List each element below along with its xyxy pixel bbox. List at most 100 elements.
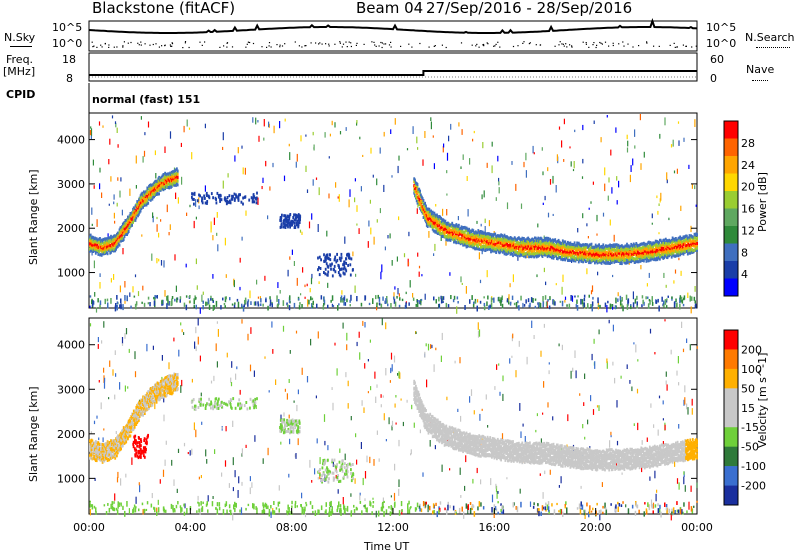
- power-noise-cell: [651, 222, 653, 225]
- power-ground-cell: [107, 302, 109, 309]
- power-noise-cell: [198, 197, 200, 204]
- power-noise-cell: [515, 183, 517, 191]
- power-echo-cell: [138, 212, 140, 216]
- velocity-noise-cell: [614, 377, 616, 384]
- velocity-noise-cell: [601, 482, 603, 487]
- nsearch-point: [161, 45, 163, 47]
- power-echo-cell: [583, 243, 586, 247]
- power-echo-cell: [615, 253, 618, 257]
- nsearch-tick-bottom: 10^0: [706, 37, 737, 50]
- velocity-noise-cell: [678, 424, 680, 429]
- power-patch-cell: [201, 201, 204, 205]
- power-echo-cell: [569, 258, 572, 262]
- power-noise-cell: [212, 274, 214, 279]
- velocity-noise-cell: [473, 410, 475, 415]
- velocity-noise-cell: [520, 431, 522, 438]
- power-colorbar-segment: [724, 208, 738, 227]
- power-echo-cell: [604, 248, 606, 252]
- power-patch-cell: [318, 255, 321, 259]
- nsearch-point: [565, 43, 567, 45]
- power-echo-cell: [453, 228, 456, 232]
- power-echo-cell: [626, 258, 628, 262]
- power-noise-cell: [227, 173, 229, 178]
- power-noise-cell: [582, 213, 584, 219]
- velocity-noise-cell: [195, 346, 197, 352]
- power-ground-cell: [106, 298, 109, 302]
- power-echo-cell: [131, 223, 133, 227]
- velocity-noise-cell: [549, 469, 551, 475]
- nsearch-point: [571, 46, 573, 48]
- power-echo-cell: [499, 250, 502, 254]
- power-noise-cell: [574, 129, 576, 133]
- nsearch-point: [400, 45, 402, 47]
- power-ground-cell: [655, 300, 658, 304]
- nsearch-point: [201, 44, 203, 46]
- power-echo-cell: [118, 228, 121, 232]
- velocity-noise-cell: [125, 328, 128, 335]
- velocity-noise-cell: [465, 455, 467, 463]
- nsearch-point: [270, 46, 272, 48]
- velocity-noise-cell: [641, 467, 643, 473]
- power-ground-cell: [611, 304, 614, 307]
- power-echo-cell: [422, 210, 425, 214]
- power-noise-cell: [634, 129, 636, 137]
- power-echo-cell: [627, 253, 630, 257]
- power-noise-cell: [412, 293, 414, 298]
- power-echo-cell: [522, 241, 524, 245]
- power-noise-cell: [387, 235, 389, 239]
- power-echo-cell: [121, 233, 123, 237]
- nsearch-point: [385, 43, 387, 45]
- power-ground-cell: [447, 304, 450, 308]
- power-noise-cell: [380, 271, 382, 280]
- power-echo-cell: [518, 242, 521, 246]
- freq-tick-bottom: 8: [66, 72, 73, 85]
- power-ground-cell: [580, 298, 582, 305]
- power-echo-cell: [637, 260, 640, 264]
- velocity-noise-cell: [163, 414, 165, 422]
- power-noise-cell: [296, 153, 298, 162]
- power-patch-cell: [240, 200, 243, 204]
- power-ground-cell: [511, 295, 514, 300]
- power-ground-cell: [489, 304, 491, 309]
- velocity-noise-cell: [612, 324, 614, 332]
- power-echo-cell: [469, 237, 472, 241]
- velocity-noise-cell: [164, 459, 166, 466]
- power-echo-cell: [127, 230, 130, 233]
- power-echo-cell: [503, 233, 506, 237]
- power-colorbar-tick-label: 24: [741, 159, 755, 172]
- power-ground-cell: [689, 295, 691, 302]
- power-noise-cell: [445, 237, 447, 246]
- power-echo-cell: [594, 255, 597, 259]
- power-patch-cell: [205, 191, 208, 195]
- power-echo-cell: [686, 234, 688, 238]
- power-noise-cell: [291, 249, 293, 255]
- power-ground-cell: [293, 302, 296, 309]
- power-patch-cell: [238, 193, 240, 197]
- power-echo-cell: [467, 229, 470, 232]
- nsearch-point: [315, 42, 317, 44]
- nsearch-point: [350, 45, 352, 48]
- velocity-noise-cell: [271, 321, 273, 328]
- nsearch-point: [441, 44, 443, 46]
- power-ground-cell: [276, 298, 278, 302]
- power-ground-cell: [135, 301, 138, 306]
- nsearch-point: [284, 43, 286, 45]
- nsearch-point: [646, 41, 648, 43]
- power-ground-cell: [401, 298, 404, 302]
- power-noise-cell: [99, 167, 101, 173]
- power-noise-cell: [217, 244, 219, 252]
- velocity-noise-cell: [152, 345, 154, 350]
- velocity-noise-cell: [524, 436, 526, 443]
- power-ground-cell: [179, 296, 182, 300]
- power-echo-cell: [450, 223, 453, 227]
- power-ground-cell: [471, 295, 473, 300]
- power-ground-cell: [327, 304, 329, 309]
- velocity-noise-cell: [385, 439, 387, 442]
- power-patch-cell: [333, 268, 336, 272]
- nsearch-point: [388, 44, 391, 46]
- velocity-noise-cell: [511, 355, 513, 358]
- power-noise-cell: [102, 125, 104, 128]
- velocity-noise-cell: [664, 424, 666, 431]
- power-patch-cell: [327, 265, 330, 269]
- power-patch-cell: [323, 253, 325, 257]
